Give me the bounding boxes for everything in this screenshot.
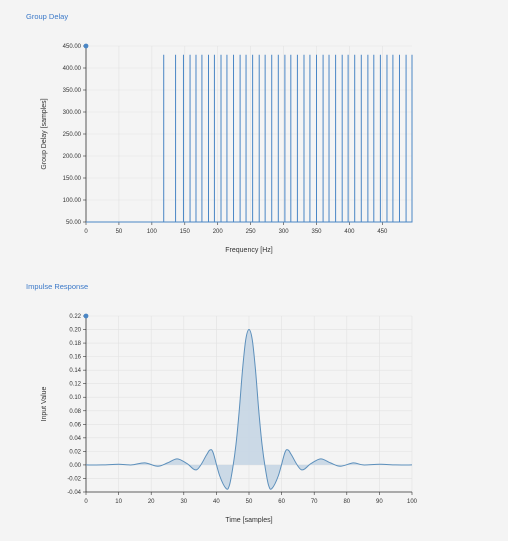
x-tick-label: 50 (246, 499, 253, 505)
y-tick-label: 400.00 (63, 66, 82, 72)
y-axis-title: Input Value (41, 386, 48, 421)
group-delay-chart: 0 50 100 150 200 250 300 350 400 450 50.00 100.00 15… (41, 43, 413, 254)
x-tick-label: 400 (344, 229, 355, 235)
y-tick-label: 0.12 (69, 382, 81, 388)
y-tick-label: 50.00 (66, 220, 82, 226)
y-axis-title: Group Delay [samples] (41, 98, 48, 169)
x-tick-label: 40 (213, 499, 220, 505)
x-tick-label: 10 (115, 499, 122, 505)
x-axis-title: Frequency [Hz] (225, 247, 273, 254)
x-tick-label: 90 (376, 499, 383, 505)
y-tick-label: 0.08 (69, 409, 81, 415)
y-tick-label: 0.22 (69, 314, 81, 320)
y-tick-label: 0.02 (69, 449, 81, 455)
y-tick-label: 350.00 (63, 88, 82, 94)
y-tick-label: 0.04 (69, 436, 81, 442)
x-tick-label: 350 (311, 229, 322, 235)
impulse-line (85, 329, 413, 490)
y-tick-label: 0.20 (69, 328, 81, 334)
y-tick-label: -0.02 (67, 476, 81, 482)
y-tick-label: 150.00 (63, 176, 82, 182)
x-tick-label: 300 (279, 229, 290, 235)
x-tick-label: 200 (213, 229, 224, 235)
y-tick-label: 450.00 (63, 44, 82, 50)
x-tick-label: 30 (180, 499, 187, 505)
x-tick-label: 100 (147, 229, 158, 235)
chart-title-impulse-response: Impulse Response (26, 282, 89, 291)
y-tick-label: 0.06 (69, 422, 81, 428)
x-tick-label: 20 (148, 499, 155, 505)
x-tick-label: 150 (180, 229, 191, 235)
x-tick-label: 450 (377, 229, 388, 235)
y-tick-label: 0.16 (69, 355, 81, 361)
impulse-area (86, 329, 412, 490)
chart-title-group-delay: Group Delay (26, 12, 69, 21)
y-tick-label: 0.14 (69, 368, 81, 374)
x-tick-label: 80 (343, 499, 350, 505)
y-axis-end-marker (83, 43, 89, 49)
y-tick-label: 300.00 (63, 110, 82, 116)
y-tick-label: 100.00 (63, 198, 82, 204)
impulse-response-chart: 0 10 20 30 40 50 60 70 80 90 100 -0.04 -0.02 0.00 0.02… (41, 313, 418, 524)
y-axis-end-marker (83, 313, 89, 319)
y-tick-label: 0.00 (69, 463, 81, 469)
y-tick-label: 200.00 (63, 154, 82, 160)
x-tick-label: 50 (116, 229, 123, 235)
x-tick-label: 60 (278, 499, 285, 505)
y-tick-label: 0.10 (69, 395, 81, 401)
x-tick-label: 250 (246, 229, 257, 235)
x-tick-label: 100 (407, 499, 418, 505)
x-tick-label: 70 (311, 499, 318, 505)
y-tick-label: 250.00 (63, 132, 82, 138)
x-axis-title: Time [samples] (225, 517, 272, 524)
x-tick-label: 0 (84, 229, 88, 235)
y-tick-label: 0.18 (69, 341, 81, 347)
x-tick-label: 0 (84, 499, 88, 505)
y-tick-label: -0.04 (67, 490, 81, 496)
group-delay-line (86, 54, 413, 223)
